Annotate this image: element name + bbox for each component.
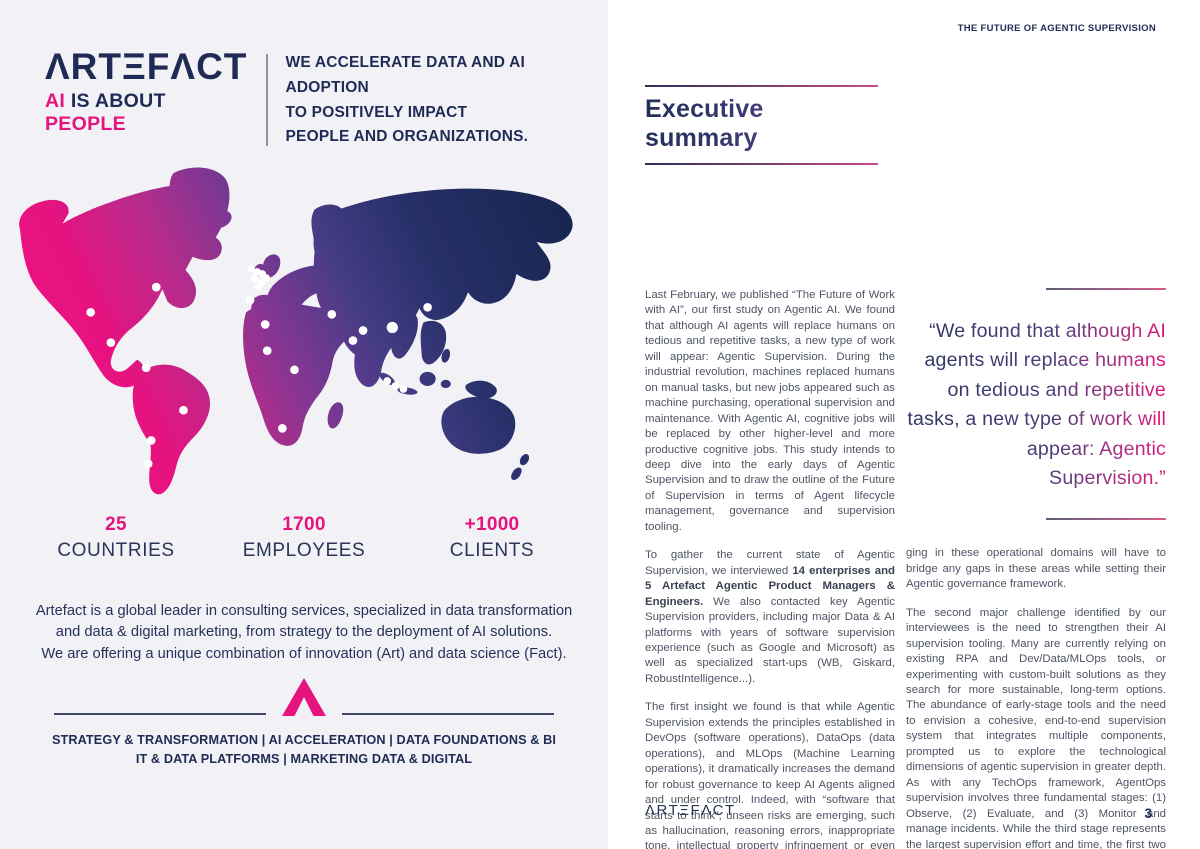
stat-employees: 1700 EMPLOYEES <box>210 514 398 562</box>
world-map-graphic <box>12 160 587 500</box>
key-figures: 25 COUNTRIES 1700 EMPLOYEES +1000 CLIENT… <box>22 514 586 562</box>
services-line: IT & DATA PLATFORMS | MARKETING DATA & D… <box>135 752 473 767</box>
footer-logo-wordmark: ΛRTΞFΛCT <box>645 802 736 819</box>
paragraph: ging in these operational domains will h… <box>906 547 1166 591</box>
section-heading: Executive summary <box>645 85 878 165</box>
island-new-zealand-north <box>519 454 530 466</box>
continent-africa <box>243 302 352 446</box>
island-madagascar <box>327 402 344 429</box>
continent-north-america <box>19 183 232 388</box>
quote-text: “We found that although AI agents will r… <box>906 317 1166 493</box>
world-map-icon <box>19 167 573 495</box>
stat-value: 25 <box>105 514 127 535</box>
office-location-dots <box>86 265 432 469</box>
description-line: Artefact is a global leader in consultin… <box>35 603 573 619</box>
island-uk <box>262 254 281 279</box>
text-column-1: Last February, we published “The Future … <box>645 288 895 849</box>
island-japan <box>431 287 449 321</box>
description-line: We are offering a unique combination of … <box>41 645 567 662</box>
paragraph: Last February, we published “The Future … <box>645 289 895 533</box>
artefact-logo-wordmark: ΛRTΞFΛCT <box>45 46 248 87</box>
tagline-line: TO POSITIVELY IMPACT <box>285 103 468 121</box>
artefact-chevron-icon <box>282 678 326 716</box>
island-new-zealand-south <box>511 467 522 480</box>
quote-rule-bottom <box>1046 518 1166 521</box>
region-indochina <box>420 320 447 365</box>
island-new-guinea <box>465 380 497 399</box>
quote-rule-top <box>1046 288 1166 290</box>
tagline-line: WE ACCELERATE DATA AND AI ADOPTION <box>285 54 526 96</box>
logo-slogan: AI IS ABOUT PEOPLE <box>45 90 250 136</box>
text-column-2: “We found that although AI agents will r… <box>906 288 1166 849</box>
stat-label: EMPLOYEES <box>242 540 366 561</box>
island-borneo <box>419 371 436 386</box>
tagline-line: PEOPLE AND ORGANIZATIONS. <box>285 128 529 146</box>
running-header: THE FUTURE OF AGENTIC SUPERVISION <box>957 23 1156 34</box>
company-description: Artefact is a global leader in consultin… <box>0 601 608 665</box>
paragraph: The first insight we found is that while… <box>645 701 895 849</box>
footer-rule-left <box>54 713 266 715</box>
island-philippines <box>441 348 451 363</box>
pull-quote: “We found that although AI agents will r… <box>906 288 1166 521</box>
left-page: ΛRTΞFΛCT AI IS ABOUT PEOPLE WE ACCELERAT… <box>0 0 608 849</box>
island-sulawesi <box>440 379 451 389</box>
body-columns: Last February, we published “The Future … <box>645 288 1166 849</box>
stat-clients: +1000 CLIENTS <box>398 514 586 562</box>
logo-slogan-mid: IS ABOUT <box>65 89 166 112</box>
paragraph: To gather the current state of Agentic S… <box>645 548 895 687</box>
artefact-logo: ΛRTΞFΛCT AI IS ABOUT PEOPLE <box>45 46 250 150</box>
brand-header: ΛRTΞFΛCT AI IS ABOUT PEOPLE WE ACCELERAT… <box>45 46 608 150</box>
paragraph: The second major challenge identified by… <box>906 606 1166 849</box>
page-number: 3 <box>1144 806 1152 821</box>
logo-slogan-ai: AI <box>45 89 66 112</box>
right-page: THE FUTURE OF AGENTIC SUPERVISION Execut… <box>608 0 1200 849</box>
brand-tagline: WE ACCELERATE DATA AND AI ADOPTION TO PO… <box>286 48 608 150</box>
continent-australia <box>441 396 516 454</box>
page-title: Executive summary <box>645 95 878 153</box>
heading-rule-bottom <box>645 163 878 165</box>
island-greenland <box>169 167 230 250</box>
services-list: STRATEGY & TRANSFORMATION | AI ACCELERAT… <box>0 731 608 769</box>
continent-south-america <box>132 364 211 495</box>
stat-label: CLIENTS <box>449 540 535 561</box>
paragraph-text: We also contacted key Agentic Supervisio… <box>645 595 895 685</box>
paragraph-text: To gather the current state of Agentic S… <box>645 549 895 577</box>
stat-value: 1700 <box>282 514 326 535</box>
services-footer: STRATEGY & TRANSFORMATION | AI ACCELERAT… <box>0 678 608 769</box>
description-line: and data & digital marketing, from strat… <box>55 624 553 641</box>
services-line: STRATEGY & TRANSFORMATION | AI ACCELERAT… <box>51 733 557 747</box>
paragraph-bold-text: 14 enterprises and 5 Artefact Agentic Pr… <box>645 564 895 608</box>
heading-rule-top <box>645 85 878 87</box>
logo-slogan-people: PEOPLE <box>45 112 126 135</box>
footer-mark-row <box>0 678 608 716</box>
footer-rule-right <box>342 713 554 715</box>
region-india <box>388 308 418 359</box>
header-divider <box>265 54 268 147</box>
stat-countries: 25 COUNTRIES <box>22 514 210 562</box>
stat-label: COUNTRIES <box>57 540 175 561</box>
stat-value: +1000 <box>464 514 520 535</box>
